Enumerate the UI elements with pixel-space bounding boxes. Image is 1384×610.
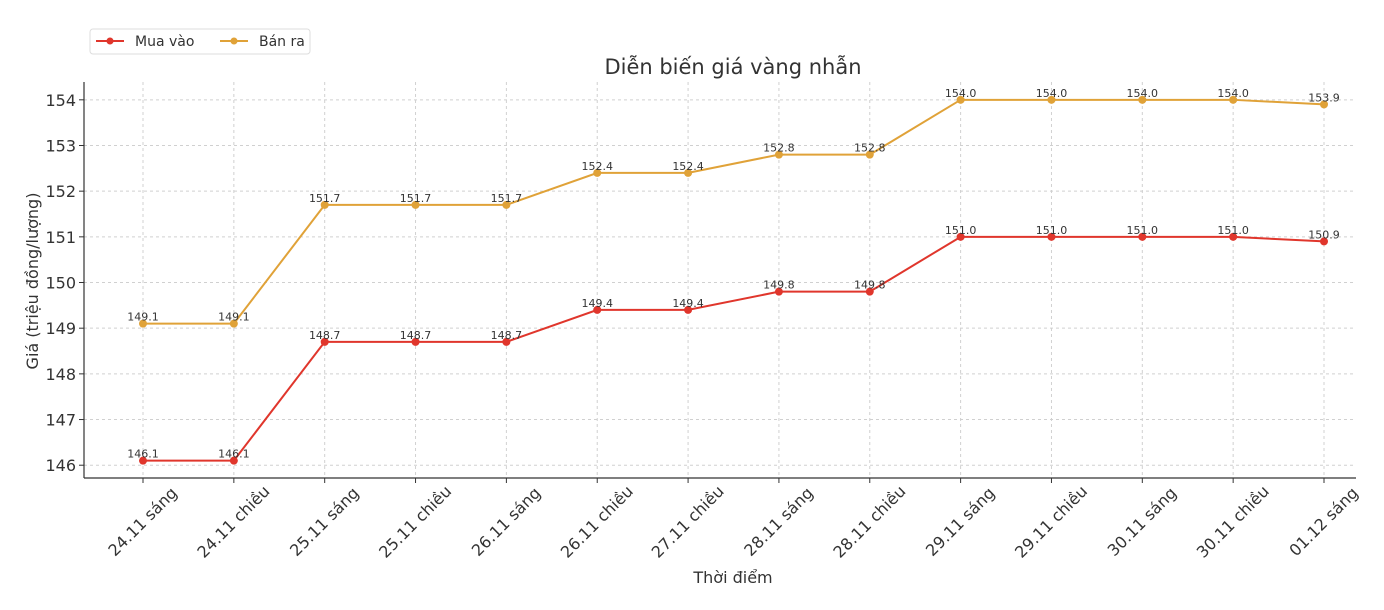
data-point: [229, 319, 238, 328]
data-point: [1320, 100, 1328, 109]
data-point: [593, 168, 602, 177]
data-label: 149.8: [854, 279, 886, 292]
data-point: [774, 287, 783, 296]
data-point: [1229, 232, 1238, 241]
data-label: 149.4: [581, 297, 613, 310]
data-label: 152.8: [854, 142, 886, 155]
legend-box: [89, 28, 311, 55]
data-point: [1138, 95, 1147, 104]
data-label: 149.1: [127, 311, 159, 324]
y-tick-label: 152: [45, 182, 76, 201]
x-tick-label: 26.11 sáng: [468, 483, 545, 560]
x-tick-label: 29.11 chiều: [1011, 482, 1091, 562]
data-point: [1047, 95, 1056, 104]
y-tick-label: 148: [45, 365, 76, 384]
data-point: [865, 150, 874, 159]
data-label: 154.0: [1217, 87, 1249, 100]
series-sell: 149.1 149.1 151.7 151.7 151.7 152.4 152.4 152.8…: [127, 87, 1340, 328]
data-label: 153.9: [1308, 91, 1340, 104]
data-point: [956, 95, 965, 104]
x-tick-label: 30.11 sáng: [1104, 483, 1181, 560]
y-tick-label: 150: [45, 274, 76, 293]
data-label: 151.0: [1036, 224, 1068, 237]
x-tick-label: 01.12 sáng: [1285, 483, 1362, 560]
series-line: [143, 98, 1325, 325]
data-label: 146.1: [218, 448, 250, 461]
x-tick-label: 30.11 chiều: [1193, 482, 1273, 562]
legend-label-buy: Mua vào: [135, 34, 194, 50]
data-point: [502, 337, 511, 346]
data-label: 150.9: [1308, 228, 1340, 241]
data-point: [1047, 232, 1056, 241]
legend-marker-sell-dot: [230, 37, 238, 45]
y-tick-label: 151: [45, 228, 76, 247]
x-tick-label: 24.11 sáng: [104, 483, 181, 560]
data-label: 151.7: [491, 192, 523, 205]
data-point: [1229, 95, 1238, 104]
chart-title: Diễn biến giá vàng nhẫn: [604, 54, 861, 79]
data-label: 148.7: [400, 329, 432, 342]
data-point: [1320, 237, 1328, 246]
series-buy: 146.1 146.1 148.7 148.7 148.7 149.4 149.4 149.8…: [127, 224, 1340, 465]
data-label: 149.1: [218, 311, 250, 324]
data-point: [411, 200, 420, 209]
legend-marker-buy-dot: [106, 37, 114, 45]
y-tick-label: 147: [45, 411, 76, 430]
data-point: [774, 150, 783, 159]
series-line: [143, 235, 1325, 462]
data-point: [865, 287, 874, 296]
data-label: 151.0: [1217, 224, 1249, 237]
x-tick-label: 26.11 chiều: [557, 482, 637, 562]
data-label: 152.4: [672, 160, 704, 173]
data-point: [139, 319, 147, 328]
y-tick-label: 154: [45, 91, 76, 110]
grid: [84, 82, 1356, 478]
data-point: [1138, 232, 1147, 241]
x-tick-label: 29.11 sáng: [922, 483, 999, 560]
legend: Mua vào Bán ra: [89, 28, 311, 55]
data-point: [593, 305, 602, 314]
data-point: [684, 305, 693, 314]
data-label: 149.4: [672, 297, 704, 310]
data-label: 154.0: [945, 87, 977, 100]
series-layer: 146.1 146.1 148.7 148.7 148.7 149.4 149.4 149.8…: [127, 87, 1340, 465]
data-label: 151.7: [400, 192, 432, 205]
x-tick-label: 25.11 sáng: [286, 483, 363, 560]
y-axis-label: Giá (triệu đồng/lượng): [23, 193, 42, 370]
data-label: 149.8: [763, 279, 795, 292]
y-tick-label: 146: [45, 456, 76, 475]
data-point: [139, 456, 147, 465]
data-label: 146.1: [127, 448, 159, 461]
x-axis-label: Thời điểm: [692, 568, 772, 587]
data-label: 154.0: [1036, 87, 1068, 100]
data-label: 152.4: [581, 160, 613, 173]
data-label: 151.0: [1127, 224, 1159, 237]
data-label: 151.7: [309, 192, 341, 205]
y-tick-label: 149: [45, 319, 76, 338]
data-point: [320, 337, 329, 346]
x-tick-label: 25.11 chiều: [375, 482, 455, 562]
data-label: 154.0: [1127, 87, 1159, 100]
data-point: [411, 337, 420, 346]
data-point: [229, 456, 238, 465]
x-tick-label: 28.11 chiều: [829, 482, 909, 562]
x-tick-label: 27.11 chiều: [648, 482, 728, 562]
legend-label-sell: Bán ra: [259, 34, 305, 50]
data-label: 152.8: [763, 142, 795, 155]
data-label: 148.7: [491, 329, 523, 342]
x-tick-label: 24.11 chiều: [193, 482, 273, 562]
data-point: [956, 232, 965, 241]
y-tick-label: 153: [45, 136, 76, 155]
data-point: [684, 168, 693, 177]
data-point: [320, 200, 329, 209]
x-tick-label: 28.11 sáng: [740, 483, 817, 560]
data-label: 148.7: [309, 329, 341, 342]
data-point: [502, 200, 511, 209]
data-label: 151.0: [945, 224, 977, 237]
